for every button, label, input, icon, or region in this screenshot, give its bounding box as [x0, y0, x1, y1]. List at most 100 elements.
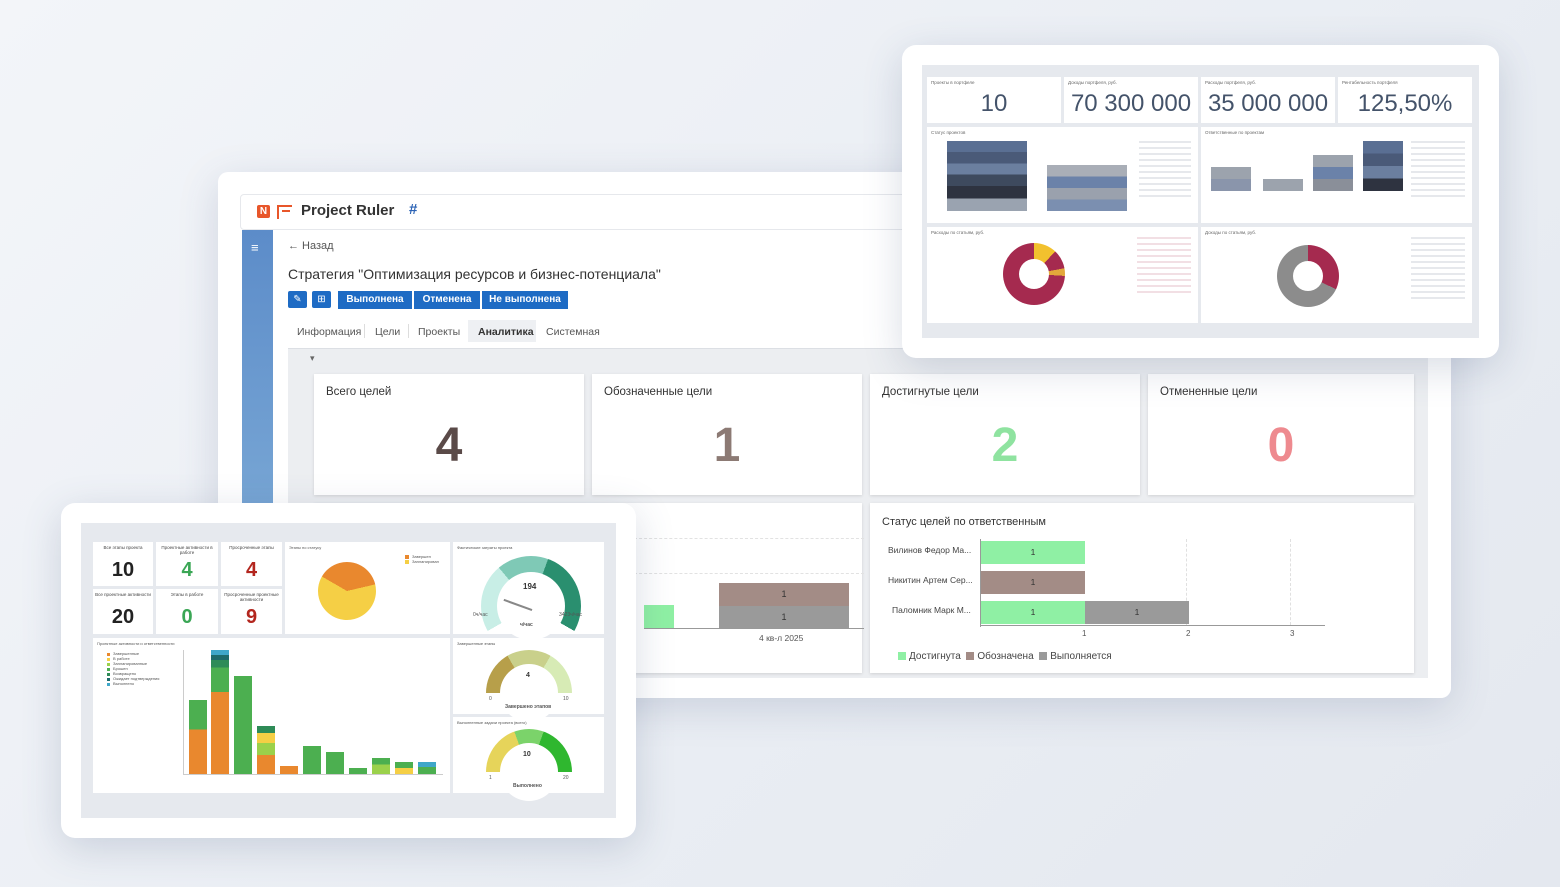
legend-swatch — [405, 555, 409, 559]
panel-title: Фактические затраты проекта — [457, 545, 513, 550]
y-axis — [183, 650, 184, 774]
collapse-icon[interactable]: ▾ — [310, 353, 315, 363]
project-status-chart: Статус проектов — [927, 127, 1198, 223]
bar-segment — [644, 605, 674, 628]
x-axis — [183, 774, 443, 775]
tasks-gauge: Выполненные задачи проекта (всего) 10 1 … — [453, 717, 604, 815]
gauge-unit: ч/час — [520, 622, 533, 628]
legend-swatch — [898, 652, 906, 660]
bar — [326, 752, 344, 774]
legend-label: Завершен — [412, 554, 431, 559]
bar — [303, 746, 321, 774]
small-kpi: Все проектные активности 20 — [93, 589, 153, 634]
y-axis — [980, 539, 981, 627]
stacked-bar — [1211, 167, 1251, 191]
panel-title: Завершенные этапы — [457, 641, 496, 646]
chart-title: Статус целей по ответственным — [882, 516, 1046, 528]
kpi-value: 4 — [181, 559, 193, 581]
tab-system[interactable]: Системная — [546, 326, 600, 338]
legend-item: Завершенные — [107, 651, 139, 656]
portfolio-dashboard: Проекты в портфеле 10 Доходы портфеля, р… — [922, 65, 1479, 338]
legend-swatch — [1039, 652, 1048, 660]
bar — [234, 676, 252, 774]
gauge-min: 0 — [489, 696, 492, 702]
kpi-value: 70 300 000 — [1070, 90, 1192, 117]
y-tick-label: Вилинов Федор Ма... — [888, 545, 972, 555]
panel-title: Доходы по статьям, руб. — [1205, 230, 1257, 235]
gauge-value: 4 — [526, 672, 530, 679]
tab-divider — [364, 324, 365, 338]
bar-achieved: 1 — [981, 541, 1085, 564]
edit-button[interactable]: ✎ — [288, 291, 307, 308]
legend-label: Запланированные — [113, 661, 148, 666]
status-cancel-button[interactable]: Отменена — [414, 291, 480, 309]
kpi-value: 20 — [111, 606, 135, 628]
kpi-title: Рентабельность портфеля — [1342, 80, 1398, 85]
legend-label: Выполняется — [1050, 651, 1112, 662]
kpi-value: 125,50% — [1357, 90, 1453, 117]
back-link[interactable]: ← Назад — [288, 240, 334, 252]
legend-item: Брошен — [107, 666, 128, 671]
x-tick-label: 2 — [1186, 629, 1191, 638]
gauge-value: 10 — [523, 751, 531, 758]
kpi-title: Этапы в работе — [170, 592, 204, 597]
kpi-title: Отмененные цели — [1160, 386, 1258, 398]
legend-item: В работе — [107, 656, 130, 661]
stacked-bar — [1047, 165, 1127, 211]
x-tick-label: 1 — [1082, 629, 1087, 638]
owners-chart: Ответственные по проектам — [1201, 127, 1472, 223]
portfolio-kpi: Рентабельность портфеля 125,50% — [1338, 77, 1472, 123]
y-tick-label: Паломник Марк М... — [892, 605, 971, 615]
donut-chart — [1277, 245, 1339, 307]
tab-analytics[interactable]: Аналитика — [478, 326, 534, 338]
app-name: Project Ruler — [301, 202, 395, 219]
y-tick-label: Никитин Артем Сер... — [888, 575, 973, 585]
small-kpi: Все этапы проекта 10 — [93, 542, 153, 586]
gridline — [1290, 539, 1291, 625]
tab-info[interactable]: Информация — [297, 326, 362, 338]
hamburger-icon[interactable]: ≡ — [251, 240, 259, 255]
panel-title: Ответственные по проектам — [1205, 130, 1265, 135]
kpi-title: Проекты в портфеле — [931, 80, 975, 85]
kpi-total-goals: Всего целей 4 — [314, 374, 584, 495]
app-logo: N — [257, 205, 270, 218]
legend-swatch — [107, 658, 110, 661]
gauge-hole — [497, 572, 565, 640]
legend-swatch — [107, 668, 110, 671]
app-logo-mark — [277, 205, 292, 219]
stacked-bar — [1313, 155, 1353, 191]
chart-legend — [1411, 141, 1465, 199]
gauge-max: 20 — [563, 775, 569, 781]
gauge-label: Завершено этапов — [505, 704, 552, 710]
donut-hole — [1293, 261, 1323, 291]
bar — [257, 726, 275, 774]
status-done-button[interactable]: Выполнена — [338, 291, 412, 309]
hash-icon[interactable]: # — [409, 201, 418, 218]
kpi-value: 35 000 000 — [1207, 90, 1329, 117]
legend-item: Запланированные — [107, 661, 147, 666]
bar — [211, 650, 229, 774]
kpi-achieved-goals: Достигнутые цели 2 — [870, 374, 1140, 495]
gauge-hole — [500, 743, 558, 801]
gauge-arc — [486, 729, 572, 815]
legend-swatch — [405, 560, 409, 564]
tab-goals[interactable]: Цели — [375, 326, 401, 338]
status-not-done-button[interactable]: Не выполнена — [482, 291, 568, 309]
gauge-max: 3423ч/час — [559, 612, 583, 618]
portfolio-dashboard-card: Проекты в портфеле 10 Доходы портфеля, р… — [902, 45, 1499, 358]
legend-swatch — [107, 663, 110, 666]
legend-label: Обозначена — [977, 651, 1034, 662]
panel-title: Статус проектов — [931, 130, 966, 135]
kpi-title: Просроченные этапы — [229, 545, 274, 550]
activities-bar-chart: Проектные активности и ответственности З… — [93, 638, 450, 793]
bar-segment: 1 — [719, 583, 849, 606]
chart-legend: Достигнута Обозначена Выполняется — [898, 651, 1112, 662]
gauge-hole — [500, 664, 558, 722]
add-child-button[interactable]: ⊞ — [312, 291, 331, 308]
tab-projects[interactable]: Проекты — [418, 326, 461, 338]
legend-label: Достигнута — [909, 651, 961, 662]
kpi-title: Достигнутые цели — [882, 386, 979, 398]
pie-chart — [307, 551, 387, 631]
gridline — [1186, 539, 1187, 625]
small-kpi: Проектные активности в работе 4 — [156, 542, 218, 586]
